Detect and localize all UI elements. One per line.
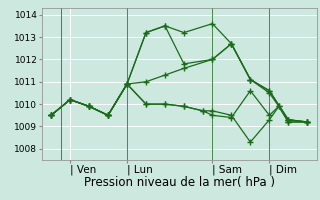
X-axis label: Pression niveau de la mer( hPa ): Pression niveau de la mer( hPa ): [84, 176, 275, 189]
